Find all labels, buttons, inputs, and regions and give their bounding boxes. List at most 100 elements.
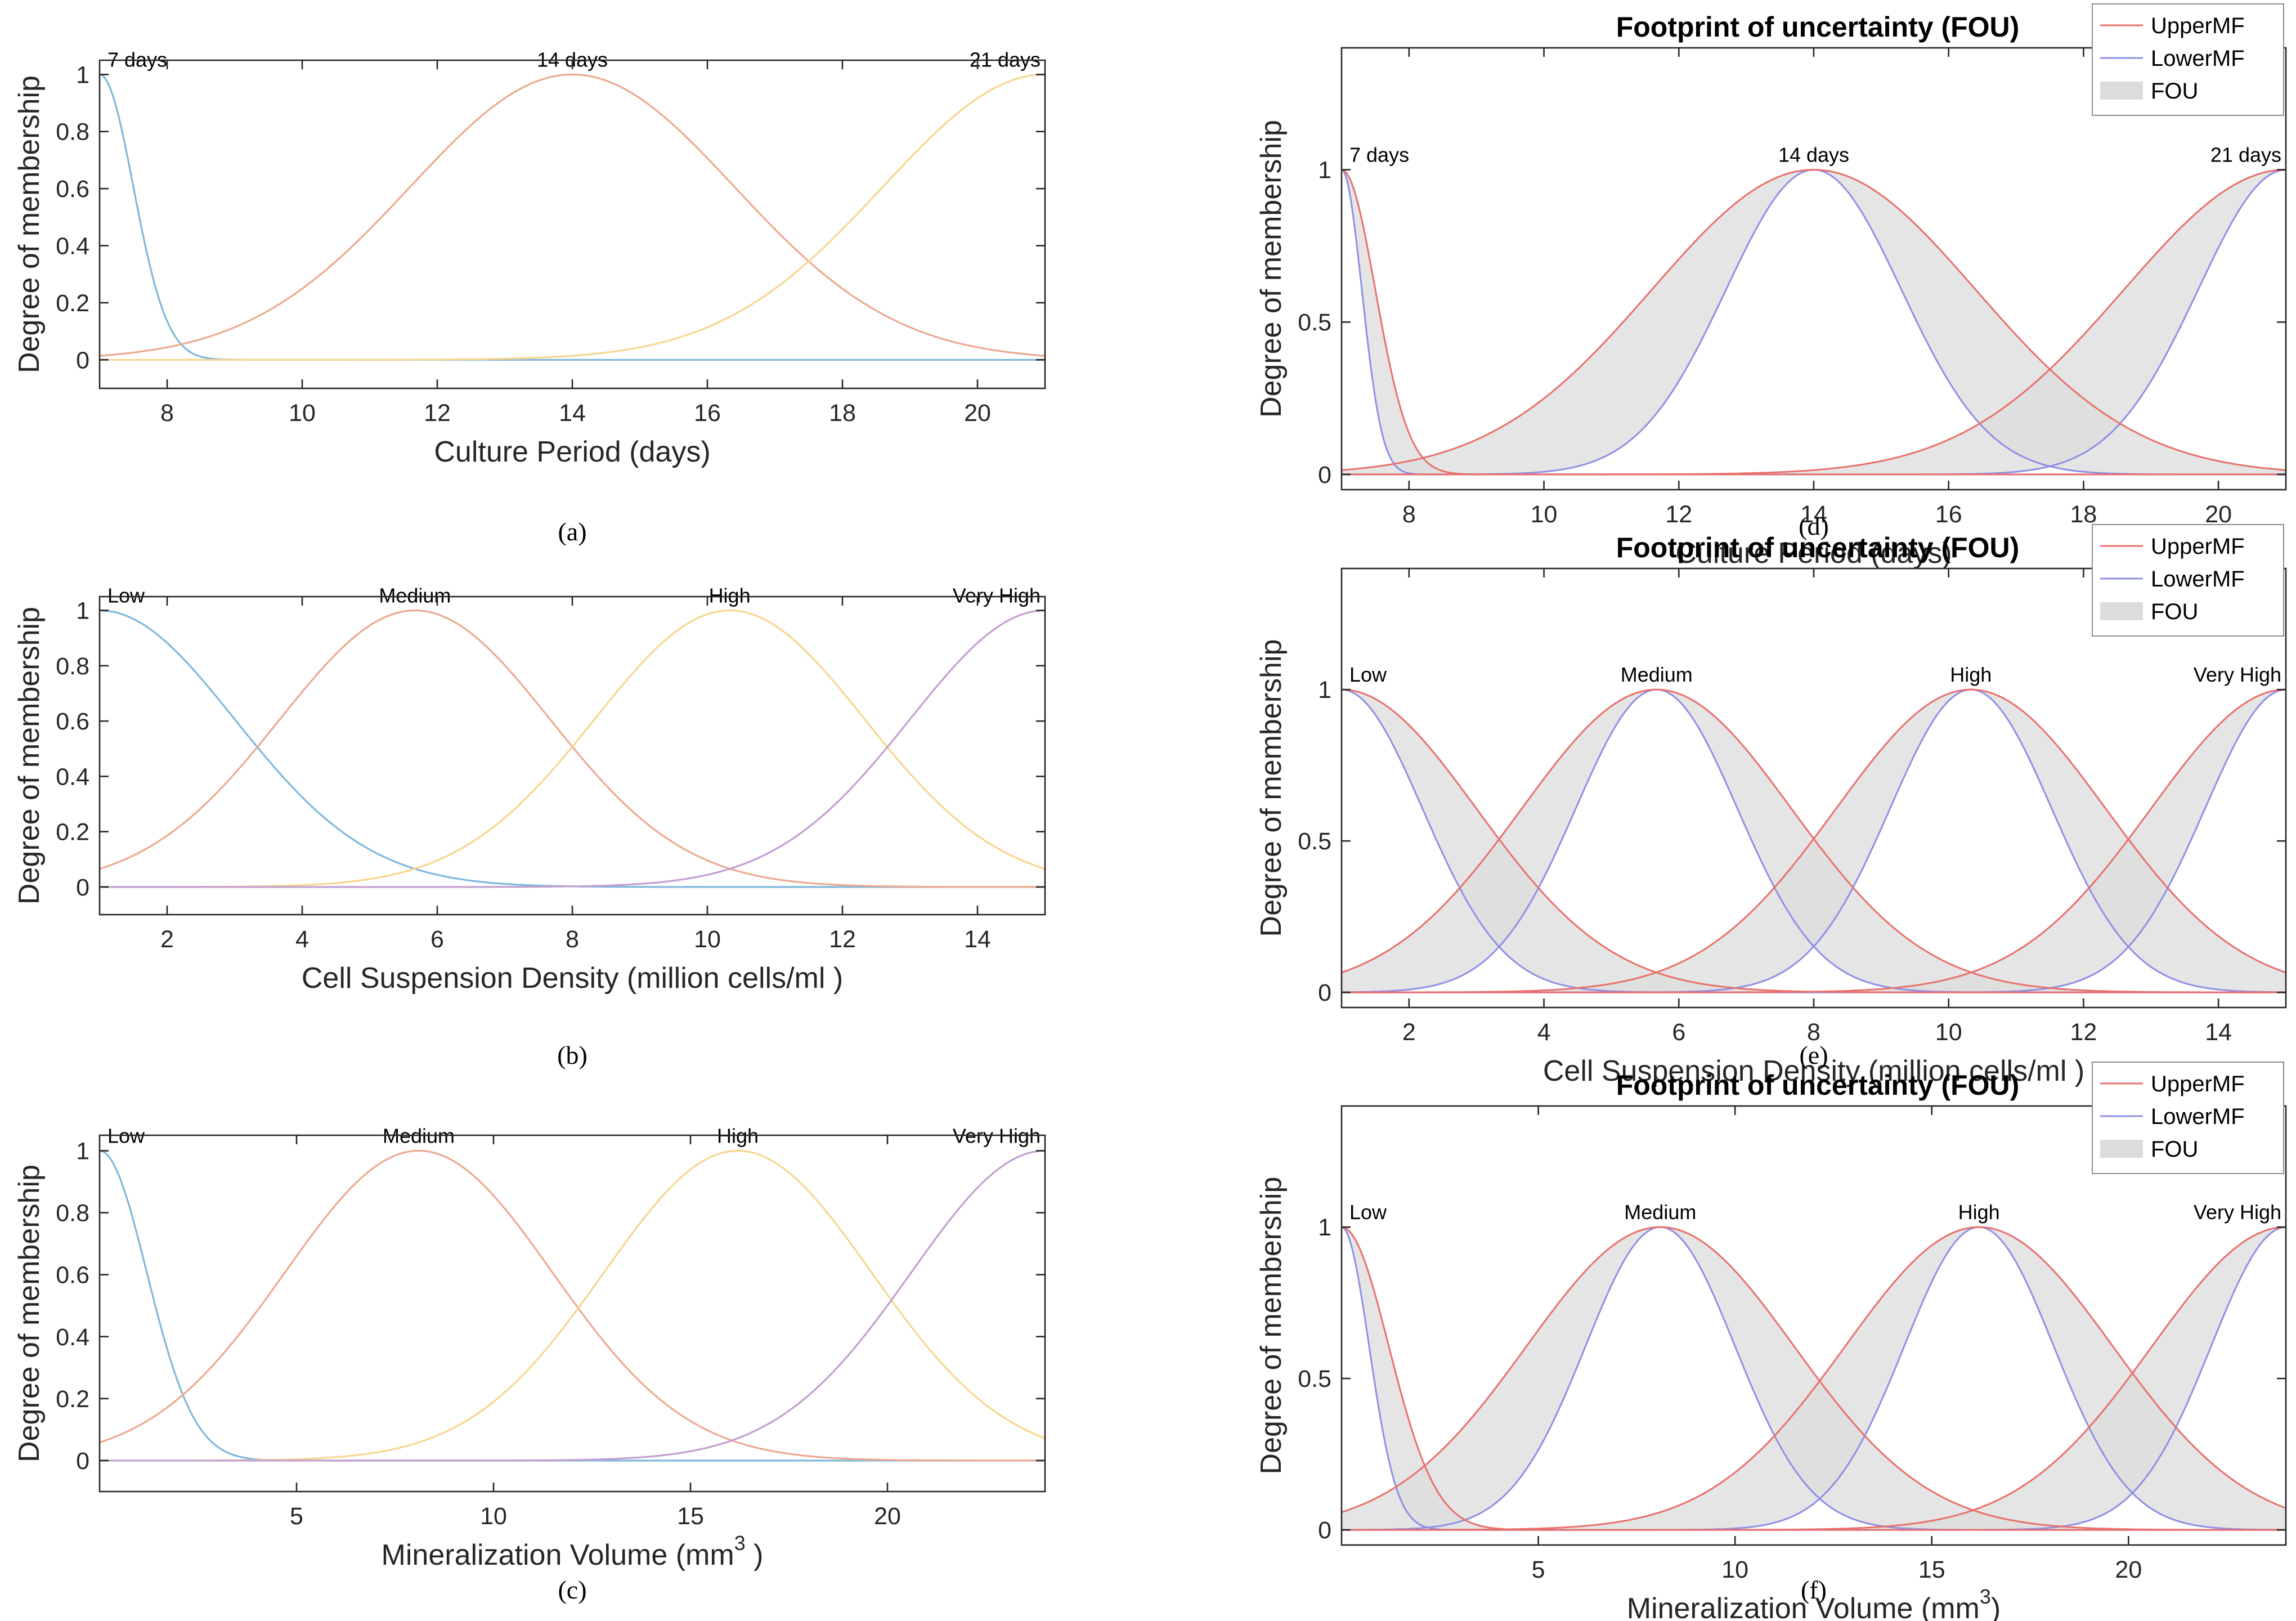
x-tick-label: 10 (1721, 1556, 1748, 1583)
legend: UpperMF LowerMF FOU (2092, 1062, 2284, 1174)
panel-e: Low Medium High Very High 2 4 6 8 10 12 14 0 0.5 1 Cel… (1255, 524, 2287, 1087)
y-tick-label: 0.4 (56, 1324, 89, 1351)
x-tick-label: 12 (1665, 501, 1692, 528)
y-tick-label: 0 (76, 1448, 89, 1475)
panel-caption: (a) (558, 517, 586, 546)
curve-label: 21 days (2210, 144, 2281, 167)
y-tick-label: 1 (1318, 157, 1331, 184)
plot-area (100, 1149, 1045, 1462)
panel-caption: (f) (1801, 1575, 1827, 1604)
x-tick-label: 12 (2070, 1019, 2097, 1046)
panel-d: 7 days 14 days 21 days 8 10 12 14 16 18 20 0 0.5 1 Cu… (1255, 3, 2287, 570)
x-tick-label: 10 (1531, 501, 1558, 528)
x-axis-label-text: Mineralization Volume (mm (1627, 1592, 1980, 1621)
mf-line-3 (100, 610, 1045, 888)
y-tick-label: 0.6 (56, 1262, 89, 1289)
x-tick-label: 14 (559, 400, 586, 427)
axes-box (1340, 1105, 2287, 1546)
curve-label: Low (1349, 663, 1387, 686)
x-tick-label: 14 (964, 926, 991, 953)
fou-area (1342, 169, 2286, 474)
y-tick-label: 0 (1318, 1517, 1331, 1544)
x-tick-label: 6 (1672, 1019, 1685, 1046)
x-tick-label: 14 (1800, 501, 1827, 528)
curve-label: Medium (379, 584, 451, 607)
x-tick-label: 8 (1807, 1019, 1820, 1046)
x-axis-label: Culture Period (days) (1675, 537, 1952, 570)
x-axis-label: Cell Suspension Density (million cells/m… (302, 962, 843, 995)
curve-label: Low (1349, 1201, 1387, 1224)
y-tick-label: 1 (76, 61, 89, 88)
x-tick-label: 2 (1402, 1019, 1416, 1046)
fou-area (1342, 689, 2286, 993)
panel-f: Low Medium High Very High 5 10 15 20 0 0.5 1 Minera… (1255, 1062, 2287, 1621)
mf-line-0 (100, 73, 1045, 361)
x-tick-label: 20 (964, 400, 991, 427)
y-axis-label: Degree of membership (13, 1165, 46, 1462)
y-axis-label: Degree of membership (1255, 1177, 1288, 1475)
x-tick-label: 10 (289, 400, 316, 427)
mf-line-2 (100, 73, 1045, 361)
x-tick-label: 18 (2070, 501, 2097, 528)
mf-line-2 (100, 610, 1045, 888)
curve-label: Medium (1624, 1201, 1696, 1224)
x-tick-label: 5 (290, 1503, 303, 1530)
legend-item-label: FOU (2151, 1137, 2198, 1162)
y-tick-label: 0.4 (56, 233, 89, 260)
x-axis-label-text: Cell Suspension Density (million cells/m… (1543, 1055, 2084, 1087)
x-axis-label-text: Culture Period (days) (434, 436, 710, 468)
curve-label: 14 days (1778, 144, 1849, 167)
x-axis-label-sup: 3 (734, 1532, 746, 1555)
legend: UpperMF LowerMF FOU (2092, 3, 2284, 116)
curve-label: High (709, 584, 751, 607)
curve-label: High (1950, 663, 1992, 686)
plot-area (100, 610, 1045, 888)
y-tick-label: 0 (76, 874, 89, 901)
plot-area (1342, 688, 2286, 993)
upper-mf-line (1342, 688, 2286, 993)
y-tick-label: 0.8 (56, 1200, 89, 1227)
mf-line-1 (100, 73, 1045, 357)
y-tick-label: 1 (1318, 1214, 1331, 1241)
x-axis-label: Mineralization Volume (mm3 ) (382, 1532, 764, 1571)
legend-item-label: FOU (2151, 79, 2198, 104)
legend-fou-swatch (2100, 82, 2143, 100)
x-tick-label: 15 (677, 1503, 704, 1530)
x-tick-label: 8 (1402, 501, 1416, 528)
x-tick-label: 20 (2205, 501, 2232, 528)
x-axis-label: Cell Suspension Density (million cells/m… (1543, 1055, 2084, 1087)
x-axis-label-end: ) (746, 1539, 764, 1571)
fou-area (1342, 1227, 2286, 1530)
x-tick-label: 10 (694, 926, 721, 953)
x-tick-label: 10 (480, 1503, 507, 1530)
curve-label: Very High (2194, 1201, 2281, 1224)
upper-mf-line (1342, 1226, 2286, 1531)
x-tick-label: 15 (1918, 1556, 1945, 1583)
x-axis-label-text: Cell Suspension Density (million cells/m… (302, 962, 843, 995)
plot-area (1342, 169, 2286, 476)
x-axis-label: Culture Period (days) (434, 436, 710, 468)
panel-b: Low Medium High Very High 2 4 6 8 10 12 14 0 0.2 0.4 0… (13, 584, 1046, 1069)
curve-label: Medium (1621, 663, 1693, 686)
panel-caption: (b) (557, 1041, 588, 1069)
y-tick-label: 1 (76, 1138, 89, 1165)
panel-caption: (c) (558, 1575, 586, 1604)
x-tick-label: 12 (829, 926, 856, 953)
x-axis-label-text: Mineralization Volume (mm (382, 1539, 734, 1571)
y-tick-label: 0 (76, 347, 89, 374)
y-tick-label: 0.6 (56, 708, 89, 735)
plot-title: Footprint of uncertainty (FOU) (1616, 11, 2020, 43)
y-tick-label: 0 (1318, 979, 1331, 1006)
legend-fou-swatch (2100, 1140, 2143, 1158)
axes-box (98, 595, 1046, 916)
curve-label: 7 days (1349, 144, 1409, 167)
x-tick-label: 10 (1935, 1019, 1962, 1046)
y-tick-label: 0.8 (56, 119, 89, 146)
axes-box (98, 59, 1046, 389)
x-tick-label: 2 (160, 926, 174, 953)
curve-label: High (1958, 1201, 2000, 1224)
upper-mf-line (1342, 1226, 2286, 1531)
x-tick-label: 16 (694, 400, 721, 427)
